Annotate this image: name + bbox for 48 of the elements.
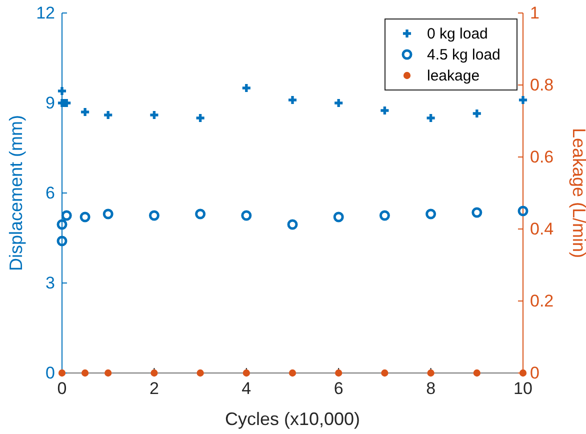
point — [102, 208, 114, 220]
point — [379, 210, 390, 221]
point — [518, 206, 528, 216]
legend-label: 0 kg load — [427, 26, 488, 42]
point — [518, 96, 528, 104]
point — [56, 236, 68, 246]
point — [56, 219, 68, 230]
point — [288, 96, 297, 104]
legend-label: leakage — [427, 68, 480, 84]
y2-tick-label: 0.4 — [530, 219, 554, 238]
point — [333, 212, 344, 222]
point — [241, 210, 252, 221]
y-axis-title: Displacement (mm) — [6, 114, 26, 272]
point — [196, 114, 204, 122]
x-axis-title: Cycles (x10,000) — [224, 409, 360, 429]
x-tick-label: 6 — [334, 379, 344, 398]
point — [80, 212, 90, 222]
x-tick-label: 4 — [242, 379, 252, 398]
point — [104, 110, 112, 120]
x-tick-label: 8 — [426, 379, 436, 398]
point — [81, 108, 90, 116]
point — [287, 219, 298, 230]
y2-tick-label: 0 — [530, 363, 540, 382]
point — [148, 210, 160, 221]
point — [58, 86, 66, 96]
point — [426, 114, 435, 122]
y-tick-label: 12 — [36, 3, 55, 22]
x-tick-label: 2 — [149, 379, 159, 398]
y2-tick-label: 1 — [530, 3, 540, 22]
y-tick-label: 6 — [46, 183, 55, 202]
y2-tick-label: 0.2 — [530, 291, 554, 310]
point — [472, 207, 482, 218]
point — [150, 110, 158, 120]
y-tick-label: 9 — [46, 93, 55, 112]
point — [380, 106, 389, 115]
y2-tick-label: 0.6 — [530, 147, 554, 166]
point — [242, 84, 250, 92]
y-tick-label: 0 — [46, 363, 55, 382]
y-tick-label: 3 — [46, 273, 55, 292]
point — [195, 208, 206, 220]
point — [472, 109, 481, 118]
point — [334, 98, 343, 108]
point — [61, 210, 72, 221]
y2-tick-label: 0.8 — [530, 75, 554, 94]
legend-label: 4.5 kg load — [427, 46, 500, 64]
y2-axis-title: Leakage (L/min) — [569, 128, 586, 258]
point — [426, 208, 436, 220]
x-tick-label: 10 — [514, 379, 532, 398]
